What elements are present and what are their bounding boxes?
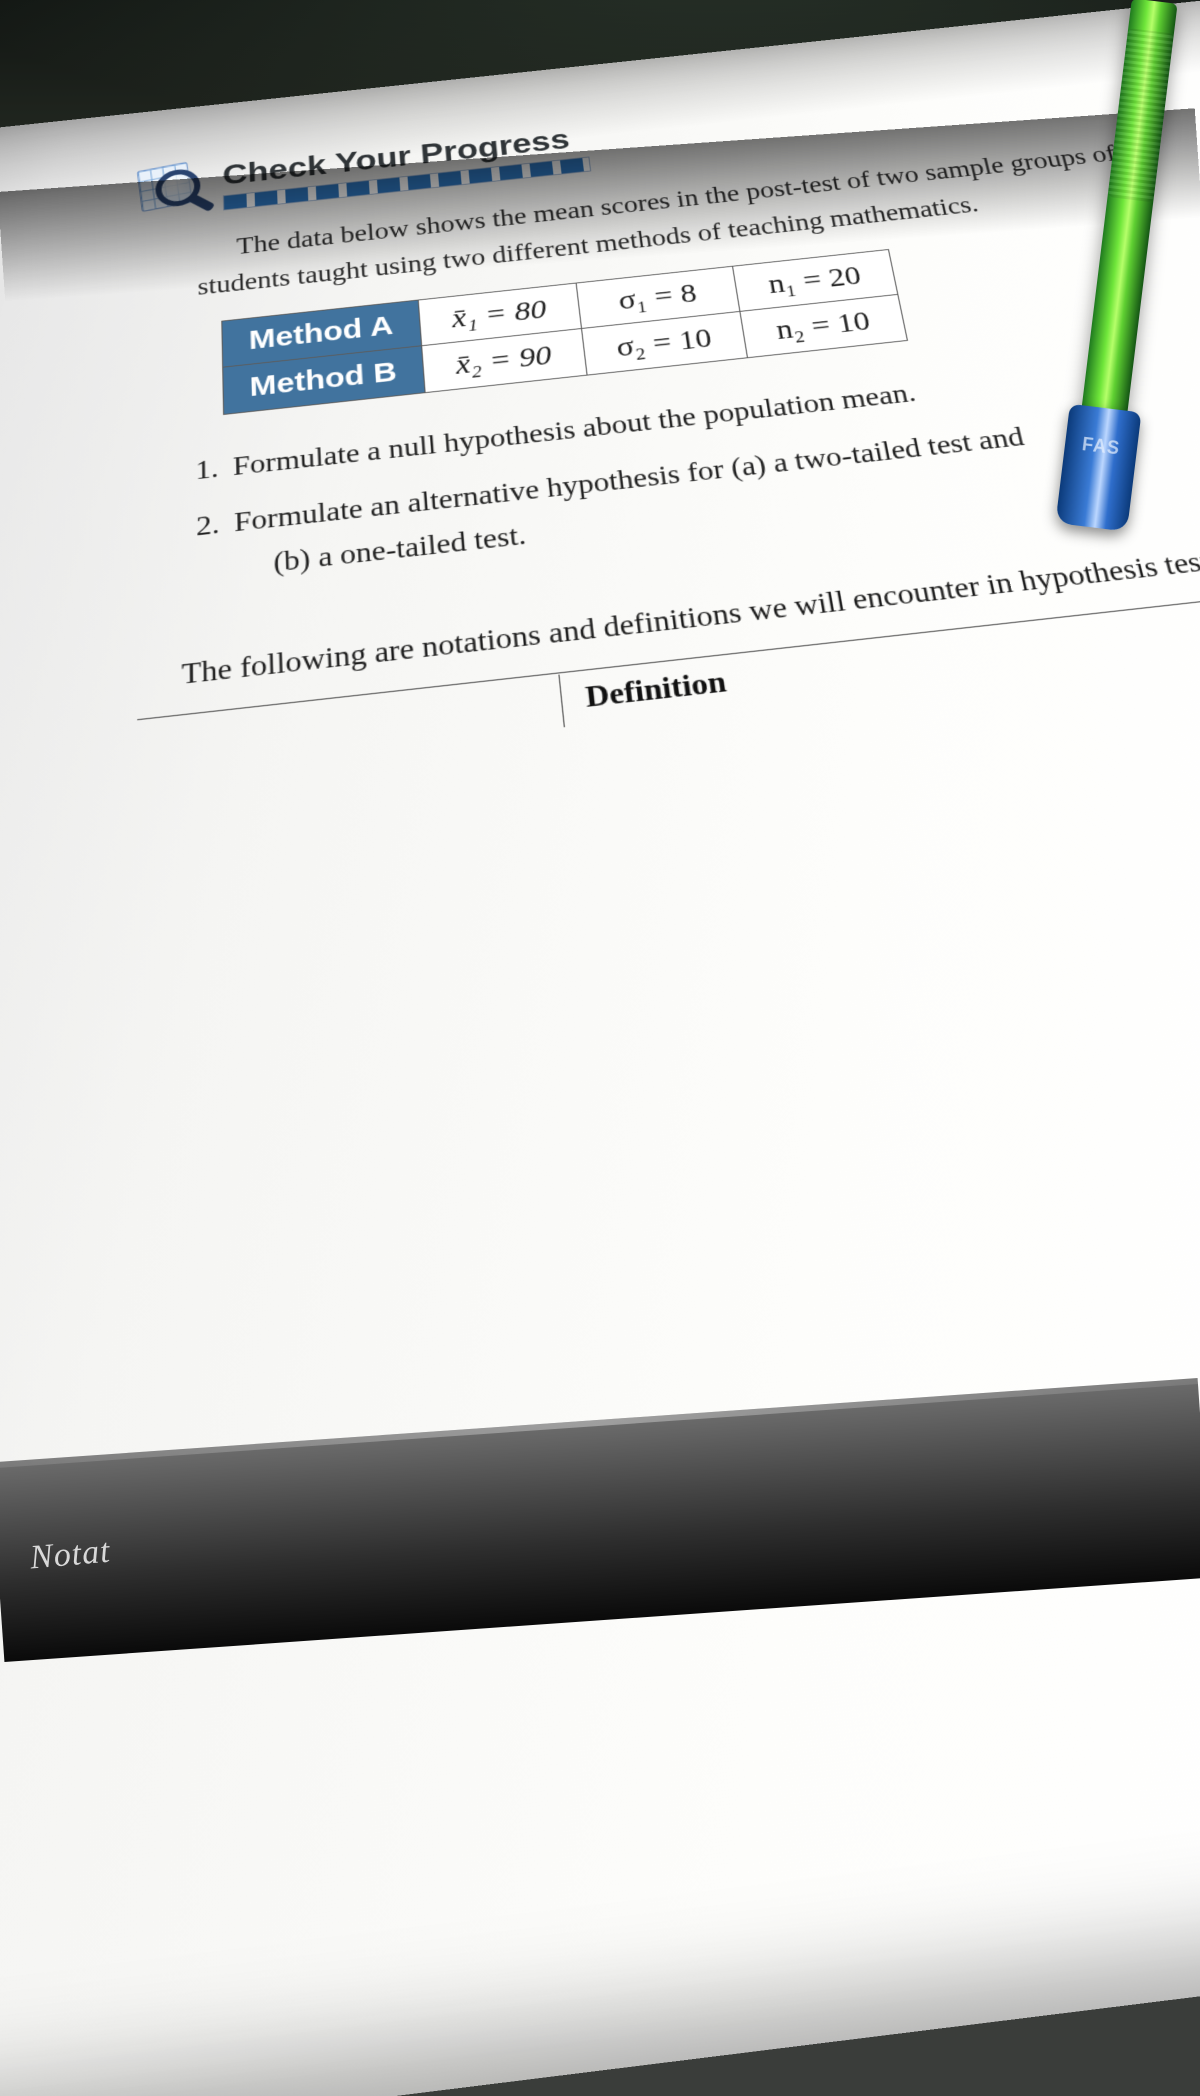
magnifier-icon (139, 162, 209, 211)
scene: Check Your Progress The data below shows… (0, 0, 1200, 1600)
textbook-page: Check Your Progress The data below shows… (0, 0, 1200, 2096)
definition-label: Definition (558, 654, 753, 727)
definition-empty-cell (348, 674, 564, 753)
definition-empty-cell (137, 697, 351, 776)
cutoff-word: Notat (28, 1533, 112, 1578)
